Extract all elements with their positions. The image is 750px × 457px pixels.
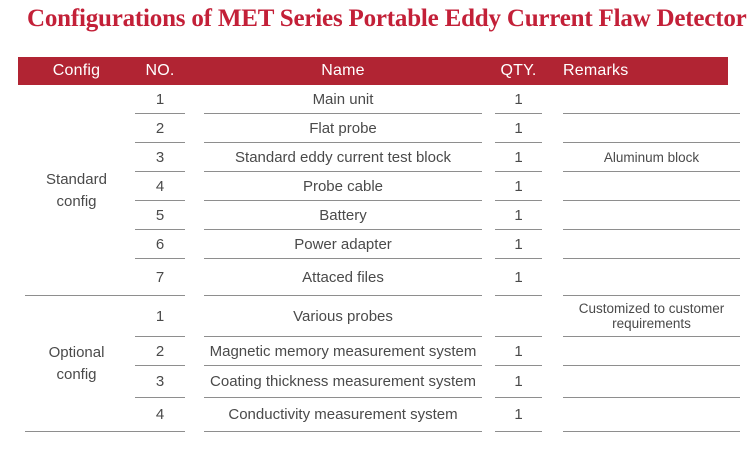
name-cell: Main unit [204, 85, 482, 114]
rows-standard: 1 Main unit 1 2 Flat probe 1 3 Standard … [135, 85, 740, 296]
name-cell: Various probes [204, 296, 482, 337]
no-cell: 4 [135, 398, 185, 432]
col-header-name: Name [321, 62, 365, 79]
config-label-line: Standard [46, 170, 107, 188]
remarks-cell [563, 398, 740, 432]
remarks-cell [563, 259, 740, 296]
col-header-config: Config [52, 62, 101, 79]
section-optional-config: Optional config 1 Various probes Customi… [18, 296, 740, 432]
config-table: Config NO. Name QTY. Remarks Standard co… [18, 57, 740, 432]
table-row: 7 Attaced files 1 [135, 259, 740, 296]
table-row: 3 Standard eddy current test block 1 Alu… [135, 143, 740, 172]
name-cell: Standard eddy current test block [204, 143, 482, 172]
table-row: 6 Power adapter 1 [135, 230, 740, 259]
qty-cell [495, 296, 542, 337]
config-label-optional: Optional config [18, 296, 135, 432]
qty-cell: 1 [495, 366, 542, 398]
config-label-standard: Standard config [18, 85, 135, 296]
name-cell: Attaced files [204, 259, 482, 296]
table-row: 4 Conductivity measurement system 1 [135, 398, 740, 432]
col-header-qty: QTY. [500, 62, 537, 79]
col-header-remarks: Remarks [563, 62, 629, 79]
remarks-cell: Customized to customer requirements [563, 296, 740, 337]
col-header-no: NO. [145, 62, 175, 79]
remarks-cell: Aluminum block [563, 143, 740, 172]
section-standard-config: Standard config 1 Main unit 1 2 Flat pro… [18, 85, 740, 296]
qty-cell: 1 [495, 230, 542, 259]
no-cell: 7 [135, 259, 185, 296]
no-cell: 6 [135, 230, 185, 259]
qty-cell: 1 [495, 201, 542, 230]
config-label-line: config [56, 192, 97, 210]
qty-cell: 1 [495, 172, 542, 201]
qty-cell: 1 [495, 337, 542, 366]
name-cell: Coating thickness measurement system [204, 366, 482, 398]
rows-optional: 1 Various probes Customized to customer … [135, 296, 740, 432]
table-row: 1 Various probes Customized to customer … [135, 296, 740, 337]
name-cell: Probe cable [204, 172, 482, 201]
table-row: 2 Magnetic memory measurement system 1 [135, 337, 740, 366]
remarks-cell [563, 337, 740, 366]
table-row: 5 Battery 1 [135, 201, 740, 230]
qty-cell: 1 [495, 143, 542, 172]
remarks-cell [563, 85, 740, 114]
no-cell: 3 [135, 366, 185, 398]
remarks-cell [563, 172, 740, 201]
no-cell: 3 [135, 143, 185, 172]
remarks-cell [563, 230, 740, 259]
remarks-cell [563, 366, 740, 398]
no-cell: 2 [135, 337, 185, 366]
name-cell: Flat probe [204, 114, 482, 143]
table-row: 4 Probe cable 1 [135, 172, 740, 201]
qty-cell: 1 [495, 114, 542, 143]
no-cell: 5 [135, 201, 185, 230]
name-cell: Conductivity measurement system [204, 398, 482, 432]
remarks-cell [563, 201, 740, 230]
page-title: Configurations of MET Series Portable Ed… [27, 5, 747, 32]
no-cell: 1 [135, 85, 185, 114]
name-cell: Battery [204, 201, 482, 230]
no-cell: 4 [135, 172, 185, 201]
no-cell: 2 [135, 114, 185, 143]
remarks-cell [563, 114, 740, 143]
config-label-line: Optional [48, 344, 105, 361]
qty-cell: 1 [495, 398, 542, 432]
qty-cell: 1 [495, 259, 542, 296]
table-header: Config NO. Name QTY. Remarks [18, 57, 728, 85]
config-label-line: config [56, 366, 97, 383]
name-cell: Magnetic memory measurement system [204, 337, 482, 366]
table-row: 3 Coating thickness measurement system 1 [135, 366, 740, 398]
no-cell: 1 [135, 296, 185, 337]
name-cell: Power adapter [204, 230, 482, 259]
table-row: 2 Flat probe 1 [135, 114, 740, 143]
qty-cell: 1 [495, 85, 542, 114]
table-row: 1 Main unit 1 [135, 85, 740, 114]
